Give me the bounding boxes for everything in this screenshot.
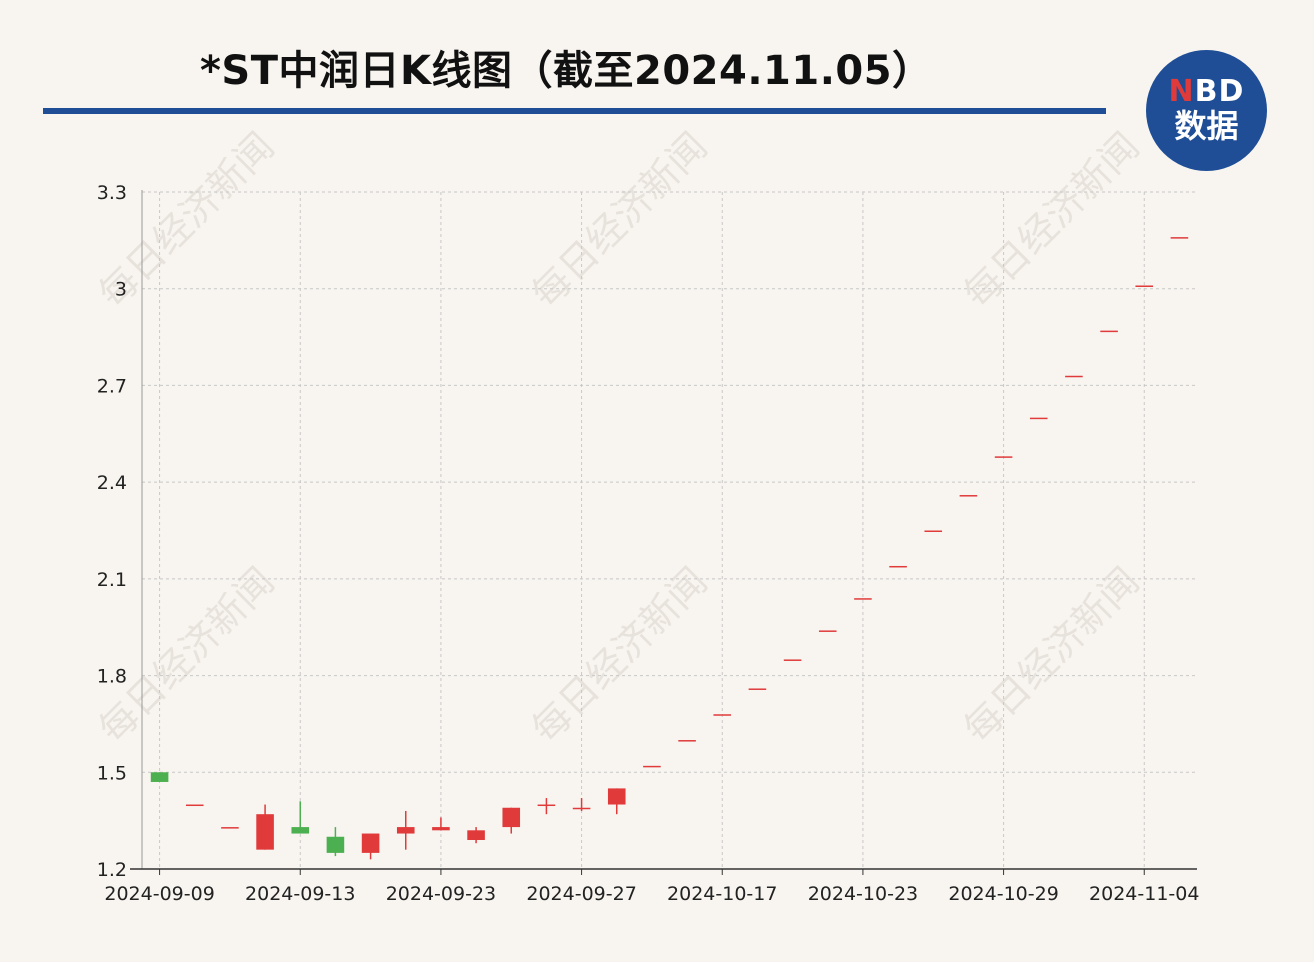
chart-title: *ST中润日K线图（截至2024.11.05） — [200, 48, 933, 94]
candle — [748, 688, 767, 690]
candle — [396, 810, 415, 850]
candle — [643, 765, 661, 768]
y-tick-label: 1.8 — [97, 666, 127, 688]
candle — [783, 659, 802, 661]
candle-body — [572, 807, 591, 810]
candle — [854, 598, 872, 600]
watermark-text: 每日经济新闻 — [523, 124, 715, 316]
candle-body — [748, 688, 767, 690]
nbd-logo: NBD 数据 — [1146, 50, 1267, 171]
x-tick-label: 2024-09-09 — [104, 883, 214, 905]
candle-body — [783, 659, 802, 661]
candle-body — [854, 598, 872, 600]
x-tick-label: 2024-09-23 — [386, 883, 496, 905]
candle — [1100, 330, 1118, 333]
candle-body — [396, 827, 415, 834]
candle-body — [256, 814, 274, 850]
candle-body — [1170, 237, 1189, 239]
candles — [150, 237, 1189, 860]
candle-body — [467, 830, 485, 840]
y-tick-label: 2.4 — [97, 472, 127, 494]
axes — [130, 190, 1197, 875]
logo-nbd-text: NBD — [1168, 73, 1245, 109]
candle-body — [1100, 330, 1118, 333]
candle — [818, 630, 837, 632]
candle-body — [185, 804, 204, 807]
candle-body — [150, 772, 169, 782]
x-tick-labels: 2024-09-09 2024-09-13 2024-09-23 2024-09-27… — [104, 883, 1199, 905]
watermark-text: 每日经济新闻 — [955, 559, 1147, 751]
y-tick-label: 2.7 — [97, 375, 127, 397]
y-tick-label: 2.1 — [97, 569, 127, 591]
candle — [502, 807, 521, 834]
logo-n-letter: N — [1168, 73, 1195, 109]
candle-body — [889, 565, 907, 568]
candle-body — [713, 714, 732, 716]
candle-body — [432, 827, 450, 831]
candle — [959, 495, 978, 497]
candle-body — [537, 804, 556, 807]
candle — [889, 565, 907, 568]
candle — [291, 801, 310, 834]
y-tick-label: 1.5 — [97, 762, 127, 784]
x-tick-label: 2024-09-13 — [245, 883, 355, 905]
candle — [537, 798, 556, 815]
candle — [678, 740, 696, 742]
candle-body — [221, 827, 239, 829]
watermark-text: 每日经济新闻 — [523, 559, 715, 751]
candle — [994, 456, 1013, 458]
candle — [361, 833, 380, 860]
y-tick-label: 3.3 — [97, 182, 127, 204]
candle-body — [361, 833, 380, 853]
candle-body — [959, 495, 978, 497]
candle — [432, 817, 450, 831]
candle — [713, 714, 732, 716]
title-divider — [43, 108, 1106, 114]
x-tick-label: 2024-09-27 — [526, 883, 636, 905]
candle — [467, 827, 485, 844]
candle — [1170, 237, 1189, 239]
logo-bd-letters: BD — [1194, 73, 1245, 109]
watermark-text: 每日经济新闻 — [955, 124, 1147, 316]
grid-lines — [142, 191, 1197, 869]
x-tick-label: 2024-10-29 — [948, 883, 1058, 905]
candle-body — [1029, 417, 1048, 420]
logo-data-text: 数据 — [1174, 106, 1239, 145]
candle — [185, 804, 204, 807]
candle — [326, 827, 345, 857]
candle-body — [1135, 285, 1154, 287]
y-tick-label: 3 — [115, 279, 127, 301]
candle — [221, 827, 239, 829]
candle-body — [818, 630, 837, 632]
candle-body — [502, 807, 521, 828]
candle — [1029, 417, 1048, 420]
candle-body — [924, 530, 943, 532]
candle-body — [291, 827, 310, 834]
candle-body — [607, 788, 626, 805]
candle-body — [994, 456, 1013, 458]
candle-body — [1065, 375, 1083, 378]
x-tick-label: 2024-10-17 — [667, 883, 777, 905]
candle — [607, 788, 626, 815]
y-tick-label: 1.2 — [97, 859, 127, 881]
candle-body — [643, 765, 661, 768]
candle-body — [678, 740, 696, 742]
candle — [150, 772, 169, 782]
candle — [572, 798, 591, 811]
x-tick-label: 2024-10-23 — [808, 883, 918, 905]
candle-body — [326, 836, 345, 853]
y-tick-labels: 3.3 3 2.7 2.4 2.1 1.8 1.5 1.2 — [97, 182, 127, 881]
candle — [1065, 375, 1083, 378]
candle — [256, 804, 274, 850]
candle — [924, 530, 943, 532]
x-tick-label: 2024-11-04 — [1089, 883, 1199, 905]
candle — [1135, 285, 1154, 287]
